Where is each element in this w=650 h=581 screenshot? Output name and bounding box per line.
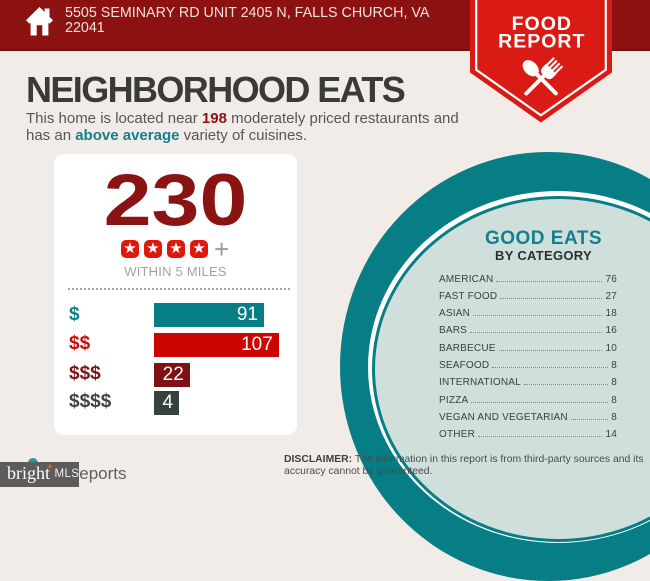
svg-text:FOOD: FOOD [512,13,572,35]
svg-text:REPORT: REPORT [498,31,585,53]
